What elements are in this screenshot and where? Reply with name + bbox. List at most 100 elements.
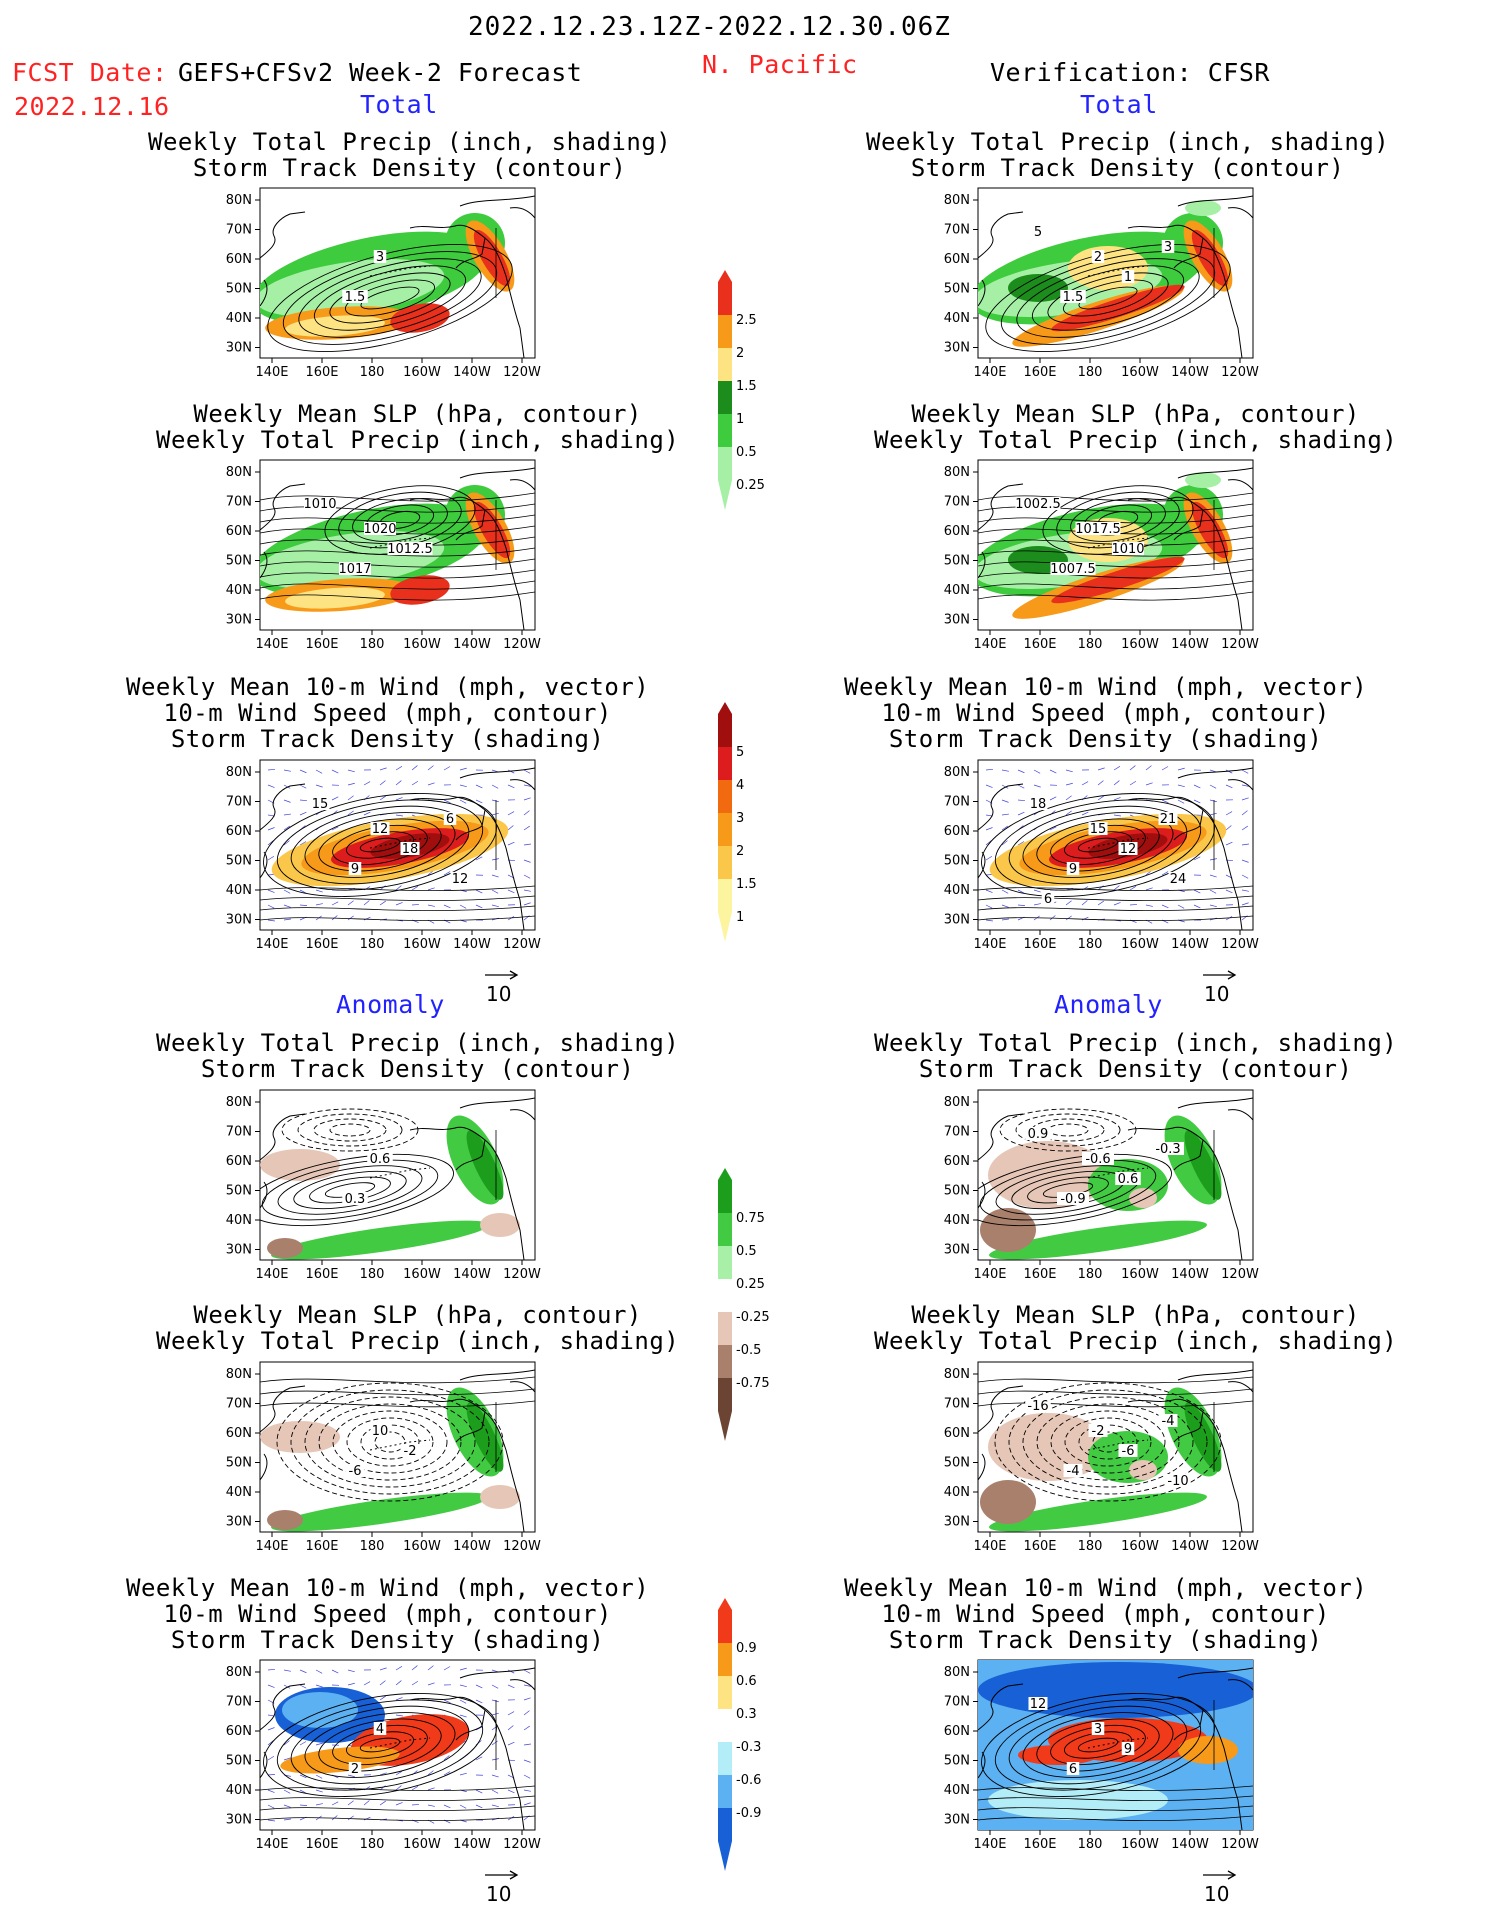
aleutian-islands	[369, 837, 431, 849]
wind-vector	[315, 903, 323, 906]
reference-value: 10	[1204, 982, 1230, 1006]
lat-label: 80N	[226, 1367, 252, 1382]
lon-label: 180	[1078, 937, 1103, 952]
storm-track-contour	[1031, 265, 1185, 331]
canada-islands	[509, 779, 535, 791]
wind-vector	[1193, 799, 1201, 804]
lon-label: 140E	[255, 937, 288, 952]
title-line-3: Storm Track Density (shading)	[170, 725, 605, 753]
contour-label-bg	[1118, 1444, 1138, 1457]
wind-speed-contour	[978, 885, 1253, 892]
wind-vector	[1097, 795, 1104, 801]
canada-islands	[1227, 479, 1253, 491]
lon-label: 140E	[255, 365, 288, 380]
colorbar-segment	[718, 1742, 732, 1775]
arctic-coastline	[459, 1667, 535, 1679]
wind-speed-contour	[260, 1815, 535, 1822]
wind-vector	[523, 1725, 530, 1731]
contour-label: 9	[1069, 862, 1077, 877]
contour-label-bg	[1050, 562, 1096, 575]
wind-vector	[523, 1802, 531, 1806]
alaska-coastline	[1127, 1398, 1204, 1443]
wind-vector	[1049, 915, 1056, 921]
slp-anom-contour	[360, 1424, 420, 1460]
wind-vector	[1241, 784, 1249, 787]
wind-vector	[299, 1669, 307, 1674]
wind-vector	[507, 841, 515, 846]
contour-label: -0.6	[1085, 1152, 1110, 1167]
storm-anom-contour	[277, 1165, 423, 1215]
wind-vector	[283, 1818, 291, 1821]
contour-label: -0.3	[1155, 1142, 1180, 1157]
colorbar-label: 1.5	[736, 379, 757, 394]
wind-vector	[299, 811, 307, 816]
aleutian-islands	[369, 1439, 431, 1451]
contour-label-bg	[443, 812, 457, 825]
slp-anom-contour	[1022, 1396, 1194, 1488]
slp-anom-contour	[260, 1400, 535, 1408]
wind-vector	[331, 1669, 339, 1674]
lon-label: 140W	[1171, 937, 1209, 952]
colorbar-label: 0.9	[736, 1641, 757, 1656]
contour-label-bg	[1041, 892, 1055, 905]
wind-vector	[395, 1697, 403, 1701]
contour-label-bg	[1165, 1474, 1191, 1487]
wind-vector	[1081, 811, 1089, 816]
wind-vector	[379, 767, 387, 771]
wind-vector	[1033, 769, 1041, 774]
contour-label-bg	[1091, 250, 1105, 263]
lon-label: 160E	[305, 365, 338, 380]
wind-vector	[283, 1757, 291, 1761]
lat-label: 80N	[226, 765, 252, 780]
lat-label: 50N	[944, 554, 970, 569]
wind-vector	[491, 799, 499, 803]
wind-vector	[523, 889, 531, 892]
wind-vector	[491, 1684, 499, 1689]
wind-vector	[459, 1699, 467, 1704]
contour-label-bg	[339, 562, 371, 575]
wind-vector	[523, 1684, 531, 1687]
lon-label: 160E	[305, 937, 338, 952]
title-precip-storm-r2: Weekly Total Precip (inch, shading) Storm…	[874, 1030, 1397, 1082]
wind-vector	[395, 885, 402, 891]
wind-speed-contour	[304, 812, 456, 878]
slp-anom-contour	[318, 1403, 462, 1481]
slp-isobar	[260, 514, 535, 524]
contour-label-bg	[400, 842, 420, 855]
wind-speed-contour	[276, 799, 484, 891]
wind-vector	[1113, 766, 1121, 771]
lon-label: 120W	[503, 365, 541, 380]
canada-islands	[1227, 1109, 1253, 1121]
wind-vector	[1049, 826, 1057, 831]
contour-label: 5	[1034, 225, 1042, 240]
lat-label: 70N	[944, 1125, 970, 1140]
wind-speed-contour	[260, 885, 535, 892]
wind-vector	[1209, 874, 1217, 878]
wind-vector	[985, 827, 993, 831]
lat-label: 50N	[226, 1184, 252, 1199]
north-america-coastline	[484, 809, 525, 930]
wind-vector	[395, 1666, 403, 1671]
contour-label-bg	[1028, 797, 1048, 810]
title-slp-precip-r2: Weekly Mean SLP (hPa, contour) Weekly Tot…	[874, 1302, 1397, 1354]
wind-vector	[1241, 889, 1249, 892]
wind-vector	[491, 1712, 499, 1716]
lat-label: 60N	[944, 524, 970, 539]
storm-track-contour	[298, 258, 482, 338]
colorbar-label: 0.25	[736, 1277, 765, 1292]
wind-speed-contour	[290, 1705, 470, 1785]
storm-track-contour	[1078, 286, 1138, 310]
wind-vector	[299, 1804, 308, 1806]
precip-anom-green	[271, 1220, 489, 1260]
lat-label: 30N	[226, 913, 252, 928]
lat-label: 60N	[944, 824, 970, 839]
contour-label-bg	[400, 1444, 420, 1457]
lon-label: 140W	[453, 1837, 491, 1852]
wind-vector	[411, 1665, 418, 1671]
wind-vector	[443, 871, 451, 876]
storm-anom-contour	[1015, 1113, 1121, 1147]
title-line-2: 10-m Wind Speed (mph, contour)	[881, 1600, 1330, 1628]
north-america-coastline	[484, 509, 525, 630]
wind-vector	[315, 1669, 323, 1674]
title-line-2: 10-m Wind Speed (mph, contour)	[881, 699, 1330, 727]
